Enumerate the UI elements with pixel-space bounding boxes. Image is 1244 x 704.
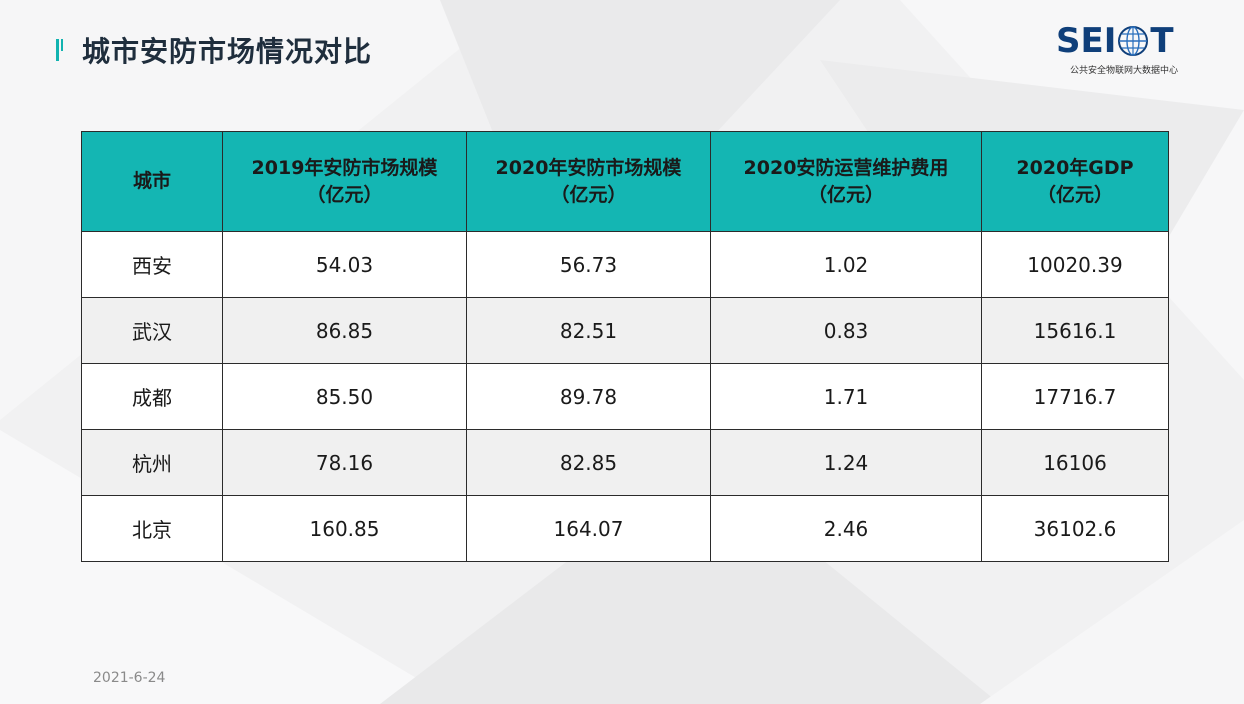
logo-letter-t: T xyxy=(1150,21,1174,61)
cell-city: 北京 xyxy=(81,495,223,562)
cell-2019-market: 86.85 xyxy=(222,297,467,364)
table-row: 成都 85.50 89.78 1.71 17716.7 xyxy=(81,363,1169,430)
table-row: 北京 160.85 164.07 2.46 36102.6 xyxy=(81,495,1169,562)
table-header-row: 城市 2019年安防市场规模 （亿元） 2020年安防市场规模 （亿元） 2020安… xyxy=(81,131,1169,232)
cell-2019-market: 54.03 xyxy=(222,231,467,298)
cell-gdp: 15616.1 xyxy=(981,297,1169,364)
logo-letter-s: S xyxy=(1056,21,1081,61)
logo-letter-i: I xyxy=(1103,21,1117,61)
cell-gdp: 16106 xyxy=(981,429,1169,496)
header-city: 城市 xyxy=(81,131,223,232)
page-header: 城市安防市场情况对比 xyxy=(56,30,372,70)
table-row: 武汉 86.85 82.51 0.83 15616.1 xyxy=(81,297,1169,364)
header-2020-market: 2020年安防市场规模 （亿元） xyxy=(466,131,711,232)
cell-city: 成都 xyxy=(81,363,223,430)
cell-gdp: 10020.39 xyxy=(981,231,1169,298)
page-title: 城市安防市场情况对比 xyxy=(82,35,373,68)
logo-subtitle: 公共安全物联网大数据中心 xyxy=(1069,66,1178,76)
cell-gdp: 36102.6 xyxy=(981,495,1169,562)
header-2019-market: 2019年安防市场规模 （亿元） xyxy=(222,131,467,232)
footer-date: 2021-6-24 xyxy=(93,670,166,686)
cell-2019-market: 85.50 xyxy=(222,363,467,430)
cell-ops-cost: 1.02 xyxy=(710,231,982,298)
seiot-logo: S E I T 公共安全物联网大数据中心 xyxy=(1056,21,1182,76)
title-accent-marker xyxy=(56,37,68,63)
header-2020-gdp: 2020年GDP （亿元） xyxy=(981,131,1169,232)
cell-2020-market: 164.07 xyxy=(466,495,711,562)
logo-letter-e: E xyxy=(1080,21,1104,61)
cell-2019-market: 160.85 xyxy=(222,495,467,562)
cell-ops-cost: 1.24 xyxy=(710,429,982,496)
cell-city: 杭州 xyxy=(81,429,223,496)
table-row: 杭州 78.16 82.85 1.24 16106 xyxy=(81,429,1169,496)
globe-icon xyxy=(1118,26,1149,56)
comparison-table-container: 城市 2019年安防市场规模 （亿元） 2020年安防市场规模 （亿元） 2020安… xyxy=(81,131,1169,562)
cell-ops-cost: 0.83 xyxy=(710,297,982,364)
cell-2020-market: 82.85 xyxy=(466,429,711,496)
cell-ops-cost: 2.46 xyxy=(710,495,982,562)
table-row: 西安 54.03 56.73 1.02 10020.39 xyxy=(81,231,1169,298)
header-2020-ops-cost: 2020安防运营维护费用 （亿元） xyxy=(710,131,982,232)
cell-city: 西安 xyxy=(81,231,223,298)
city-security-market-table: 城市 2019年安防市场规模 （亿元） 2020年安防市场规模 （亿元） 2020安… xyxy=(81,131,1169,562)
cell-ops-cost: 1.71 xyxy=(710,363,982,430)
cell-city: 武汉 xyxy=(81,297,223,364)
cell-2020-market: 56.73 xyxy=(466,231,711,298)
cell-2020-market: 82.51 xyxy=(466,297,711,364)
cell-gdp: 17716.7 xyxy=(981,363,1169,430)
cell-2020-market: 89.78 xyxy=(466,363,711,430)
cell-2019-market: 78.16 xyxy=(222,429,467,496)
